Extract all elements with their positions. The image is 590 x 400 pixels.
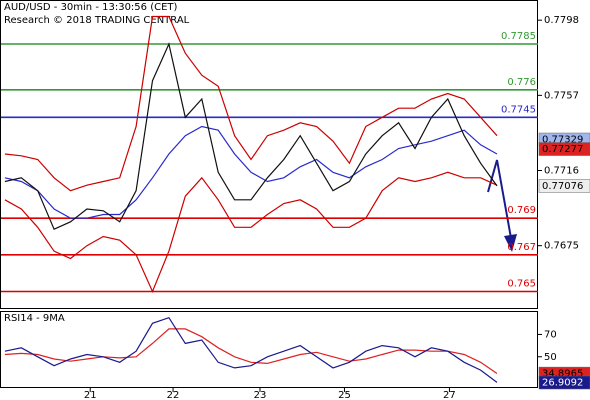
- chart-subtitle: Research © 2018 TRADING CENTRAL: [4, 15, 190, 26]
- series-line: [4, 328, 498, 374]
- level-label: 0.765: [507, 279, 536, 290]
- y-tick-label: 0.7716: [544, 166, 579, 177]
- level-label: 0.7745: [501, 104, 536, 115]
- price-tag-label: 0.77329: [542, 135, 583, 146]
- chart-title: AUD/USD - 30min - 13:30:56 (CET): [4, 2, 178, 13]
- y-tick-label: 50: [544, 352, 557, 363]
- series-line: [4, 42, 498, 230]
- y-tick-label: 0.7675: [544, 241, 579, 252]
- price-tag-label: 0.77076: [542, 181, 583, 192]
- price-tag-label: 34.8965: [542, 369, 583, 380]
- series-line: [4, 125, 498, 219]
- x-tick-label: 27: [443, 390, 456, 400]
- y-tick-label: 0.7798: [544, 15, 579, 26]
- x-tick-label: 25: [338, 390, 351, 400]
- x-tick-label: 23: [254, 390, 267, 400]
- price-tag: [538, 179, 590, 193]
- price-tag: [538, 375, 590, 390]
- x-tick-label: 22: [167, 390, 180, 400]
- price-tag-label: 0.77277: [542, 144, 583, 155]
- price-tag-label: 26.9092: [542, 378, 583, 389]
- level-label: 0.769: [507, 205, 536, 216]
- level-label: 0.776: [507, 77, 536, 88]
- rsi-title: RSI14 - 9MA: [4, 313, 65, 324]
- arrow-line: [487, 159, 512, 239]
- price-panel: [0, 0, 538, 309]
- price-tag: [538, 142, 590, 156]
- level-label: 0.7785: [501, 31, 536, 42]
- forecast-arrow: [487, 159, 517, 252]
- series-line: [4, 171, 498, 294]
- series-line: [4, 316, 498, 383]
- level-label: 0.767: [507, 242, 536, 253]
- x-tick-label: 21: [84, 390, 97, 400]
- rsi-panel: [0, 311, 538, 388]
- y-tick-label: 70: [544, 329, 557, 340]
- y-tick-label: 0.7757: [544, 90, 579, 101]
- series-line: [4, 15, 498, 192]
- arrow-head: [504, 234, 517, 252]
